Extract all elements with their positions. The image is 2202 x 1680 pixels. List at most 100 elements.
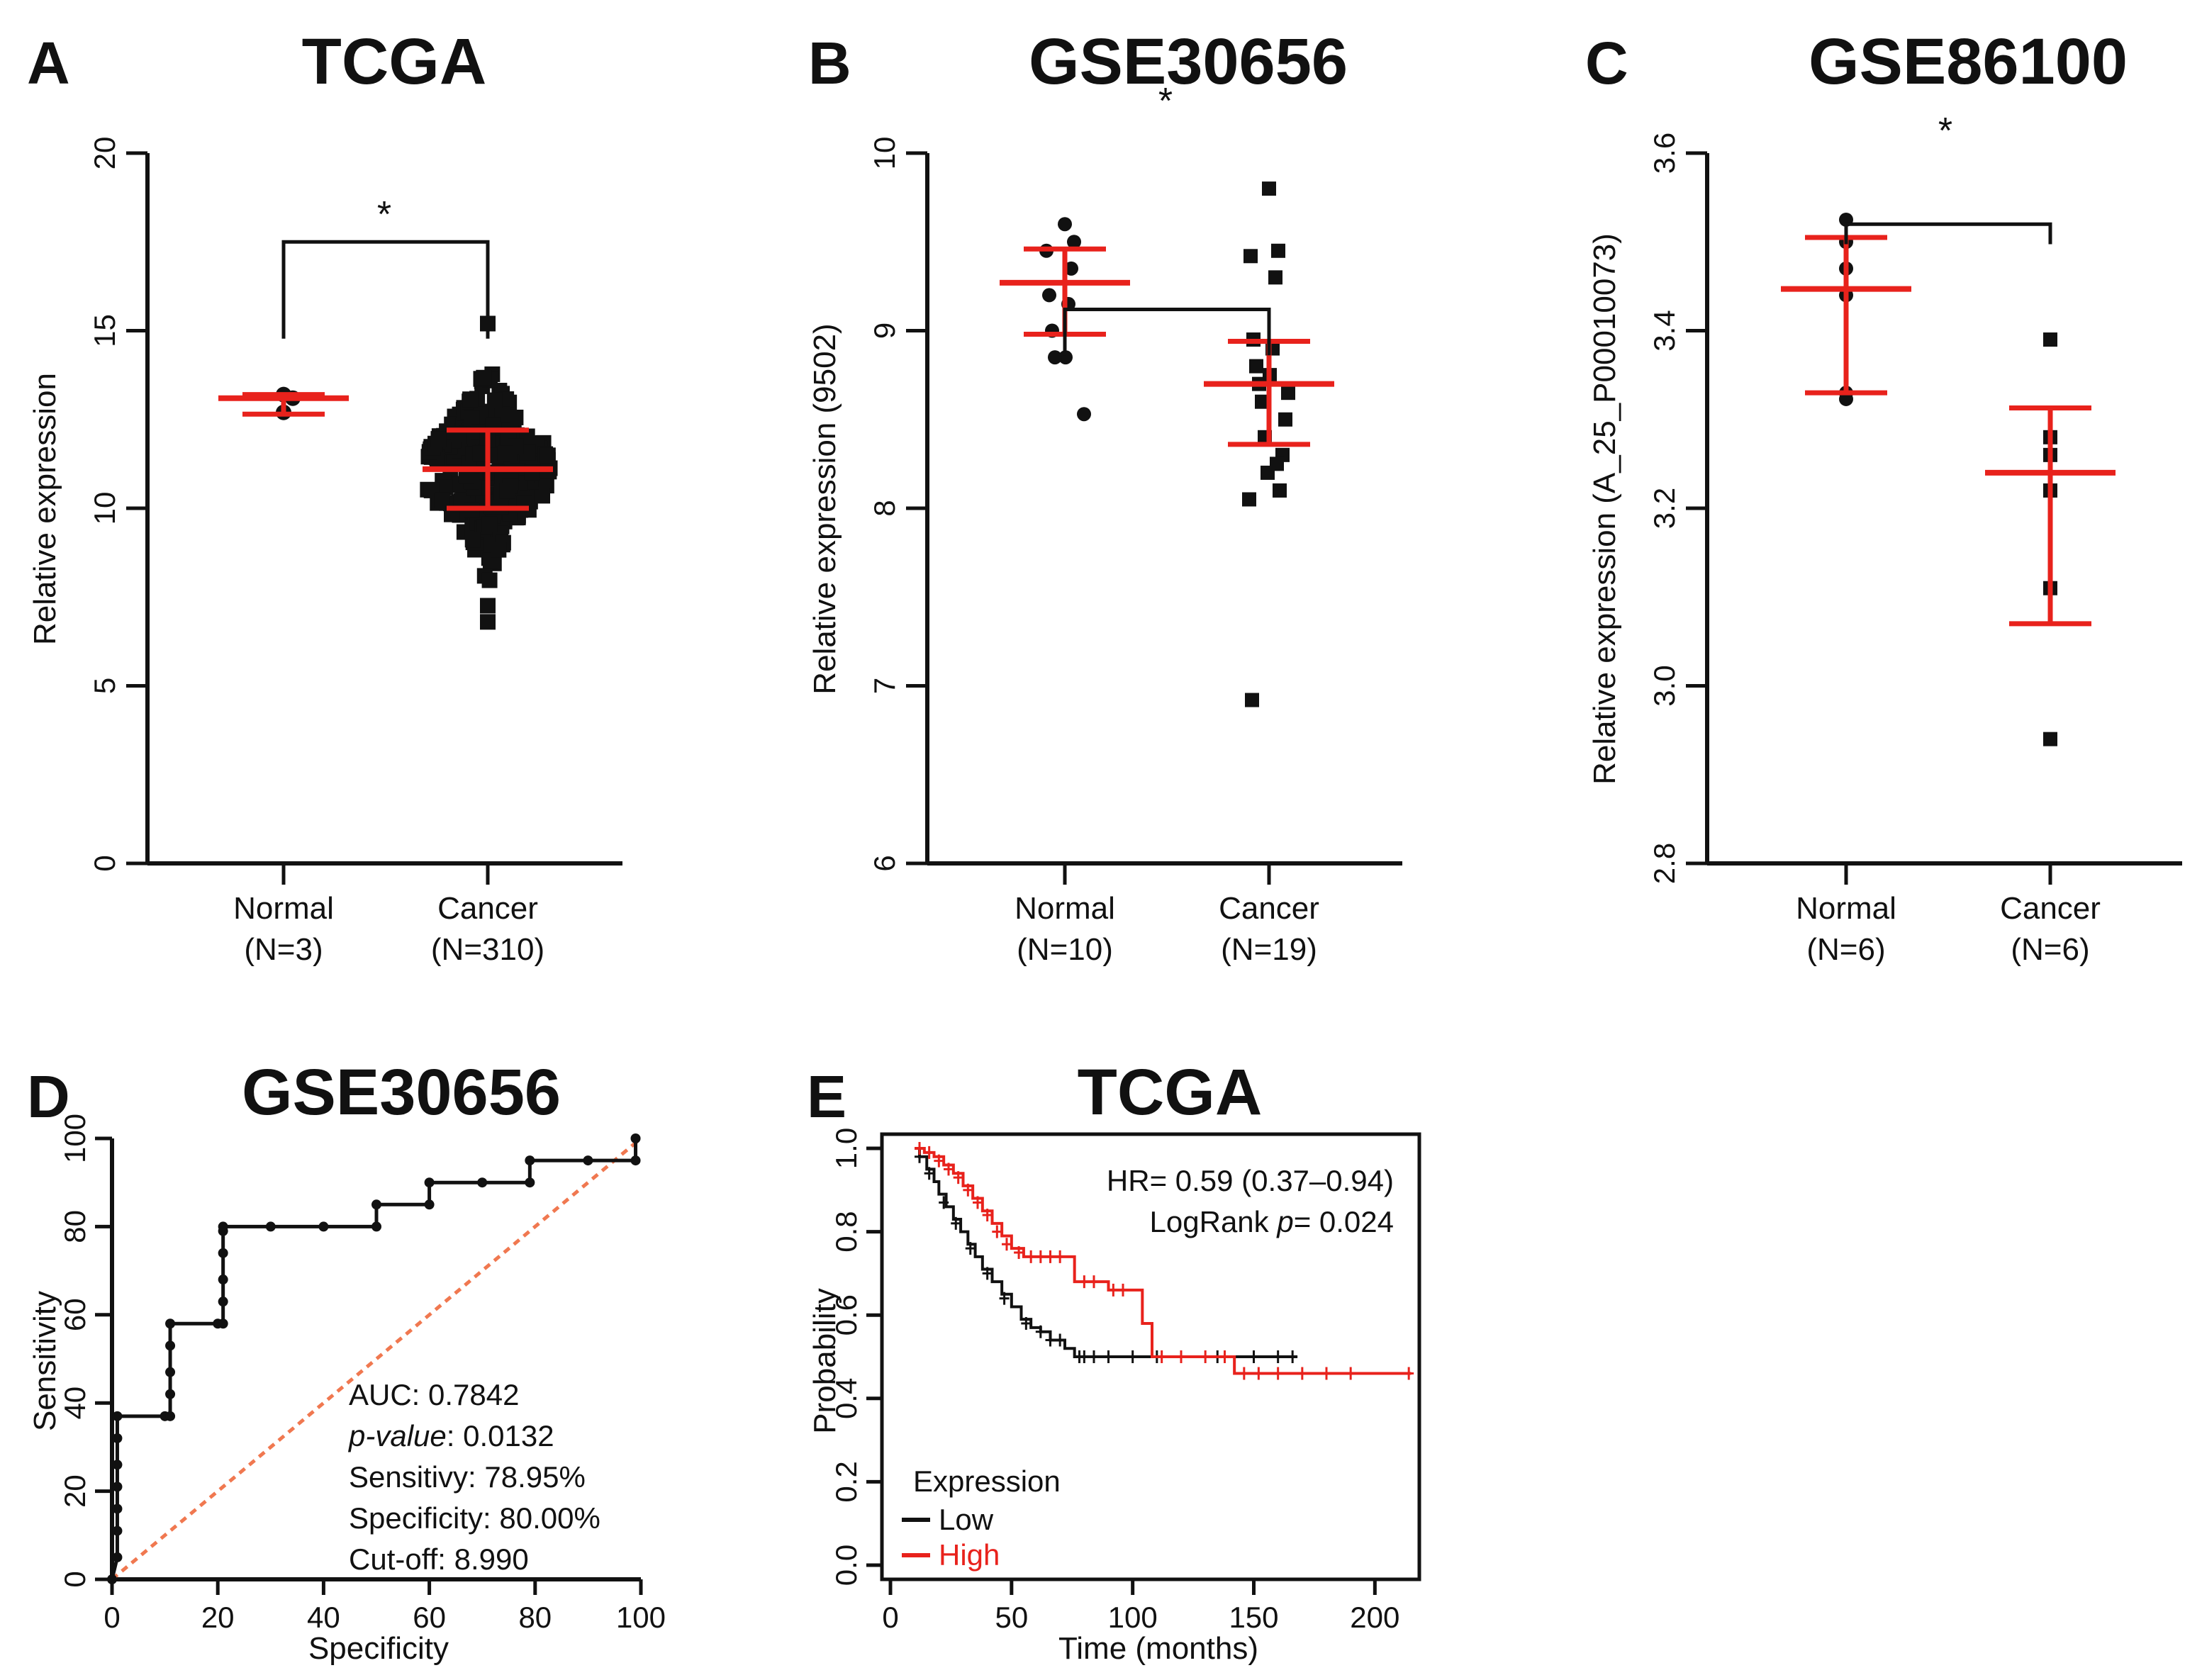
panel-a-significance: * [377, 194, 391, 235]
panel-c-n-normal: (N=6) [1806, 932, 1885, 967]
data-point [1242, 492, 1256, 507]
y-tick-label: 0.4 [829, 1378, 863, 1419]
y-tick-label: 80 [58, 1210, 91, 1243]
logrank-value: = 0.024 [1294, 1205, 1394, 1238]
panel-e: E TCGA Probability Time (months) 0.00.20… [807, 1056, 1421, 1666]
data-point [472, 445, 488, 461]
roc-point [112, 1411, 123, 1421]
data-point [1271, 243, 1285, 258]
data-point [486, 392, 503, 408]
panel-a-y-axis-title: Relative expression [28, 373, 62, 645]
data-point [2043, 332, 2057, 347]
x-tick-label: 40 [307, 1601, 340, 1634]
y-tick-label: 6 [868, 855, 901, 871]
panel-a: A TCGA Relative expression 0 5 10 15 20 * No… [27, 26, 622, 967]
data-point [1048, 350, 1062, 365]
panel-d-title: GSE30656 [242, 1056, 561, 1129]
data-point [464, 532, 481, 548]
y-tick-label: 40 [58, 1387, 91, 1420]
y-tick-label: 9 [868, 323, 901, 339]
roc-point [424, 1177, 435, 1188]
roc-point [165, 1318, 176, 1329]
panel-a-marks [145, 153, 622, 866]
data-point [1249, 359, 1263, 374]
data-point [1255, 394, 1269, 409]
x-tick-label: 100 [616, 1601, 666, 1634]
hazard-ratio-label: HR= 0.59 (0.37–0.94) [1107, 1164, 1394, 1197]
cutoff-label: Cut-off: 8.990 [349, 1542, 529, 1576]
y-tick-label: 3.2 [1648, 488, 1681, 529]
roc-point [165, 1411, 176, 1421]
logrank-label-text: LogRank [1150, 1205, 1278, 1238]
roc-point [112, 1482, 123, 1492]
data-point [540, 447, 556, 464]
panel-a-y-ticks: 0 5 10 15 20 [88, 137, 490, 885]
roc-point [165, 1389, 176, 1399]
roc-point [112, 1460, 123, 1470]
panel-e-x-axis-title: Time (months) [1058, 1631, 1258, 1666]
data-point [1270, 457, 1284, 471]
data-point [1273, 483, 1287, 498]
x-tick-label: 80 [518, 1601, 552, 1634]
panel-letter-a: A [27, 30, 70, 96]
data-point [1839, 391, 1853, 406]
y-tick-label: 0.8 [829, 1211, 863, 1252]
panel-letter-c: C [1585, 30, 1628, 96]
panel-c-category-normal: Normal [1796, 891, 1896, 926]
data-point [1268, 270, 1282, 285]
y-tick-label: 8 [868, 500, 901, 516]
x-tick-label: 0 [104, 1601, 120, 1634]
x-tick-label: 0 [882, 1601, 898, 1634]
logrank-label: LogRank p= 0.024 [1150, 1205, 1394, 1238]
panel-letter-b: B [808, 30, 851, 96]
panel-d-y-ticks: 0 20 40 60 80 100 [58, 1114, 112, 1588]
data-point [476, 369, 492, 386]
logrank-p-italic: p [1275, 1205, 1293, 1238]
x-tick-label: 100 [1108, 1601, 1158, 1634]
data-point [1243, 249, 1258, 264]
y-tick-label: 0 [58, 1571, 91, 1587]
panel-e-y-ticks: 0.0 0.2 0.4 0.6 0.8 1.0 [829, 1128, 882, 1586]
panel-e-marks [880, 1132, 1421, 1581]
panel-e-title: TCGA [1078, 1056, 1263, 1129]
y-tick-label: 3.6 [1648, 133, 1681, 174]
panel-a-category-normal: Normal [233, 891, 334, 926]
roc-point [371, 1199, 381, 1210]
panel-letter-d: D [27, 1063, 70, 1130]
panel-a-title: TCGA [302, 26, 487, 98]
data-point [481, 516, 498, 532]
panel-e-y-axis-title: Probability [807, 1288, 842, 1433]
panel-a-category-cancer: Cancer [437, 891, 538, 926]
y-tick-label: 0.6 [829, 1294, 863, 1335]
x-tick-label: 200 [1350, 1601, 1399, 1634]
roc-point [218, 1275, 228, 1285]
roc-point [525, 1177, 535, 1188]
data-point [480, 614, 496, 630]
data-point [437, 479, 454, 495]
panel-c-title: GSE86100 [1809, 26, 2128, 98]
roc-point [165, 1340, 176, 1351]
panel-b: B GSE30656 Relative expression (9502) 6 7… [807, 26, 1402, 967]
roc-point [583, 1155, 593, 1166]
data-point [1281, 386, 1295, 401]
x-tick-label: 60 [413, 1601, 446, 1634]
panel-c-y-axis-title: Relative expression (A_25_P00010073) [1587, 233, 1622, 785]
panel-d: D GSE30656 Sensitivity Specificity 0 20 40… [27, 1056, 666, 1666]
data-point [1064, 261, 1078, 276]
roc-point [265, 1221, 276, 1232]
roc-point [371, 1221, 381, 1232]
data-point [430, 431, 447, 447]
roc-point [107, 1574, 117, 1584]
roc-point [112, 1503, 123, 1514]
panel-c-n-cancer: (N=6) [2011, 932, 2089, 967]
panel-a-n-cancer: (N=310) [431, 932, 544, 967]
plot-frame [880, 1132, 1421, 1581]
x-tick-label: 20 [201, 1601, 235, 1634]
y-tick-label: 20 [88, 137, 121, 170]
data-point [1245, 693, 1259, 707]
panel-b-significance: * [1158, 81, 1173, 122]
p-value-number: : 0.0132 [447, 1419, 554, 1452]
significance-bracket [281, 240, 490, 339]
y-tick-label: 20 [58, 1474, 91, 1508]
